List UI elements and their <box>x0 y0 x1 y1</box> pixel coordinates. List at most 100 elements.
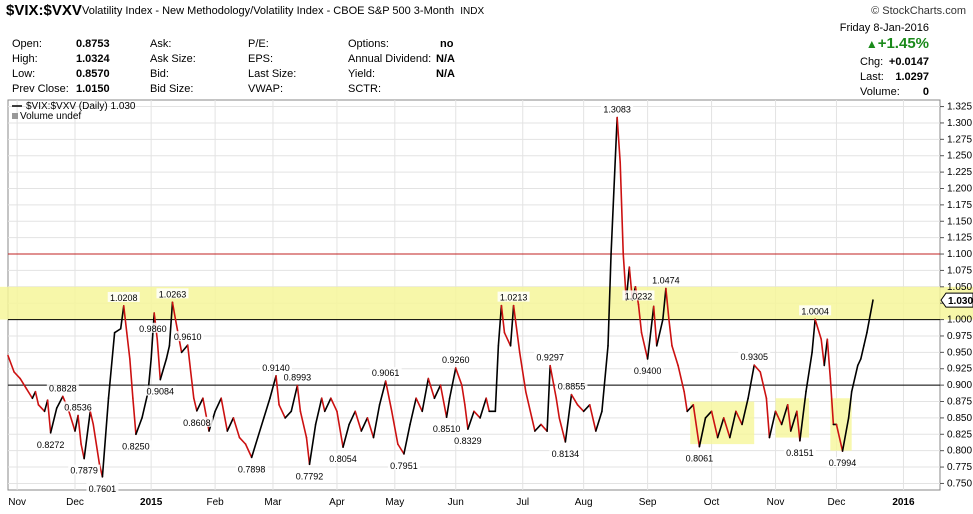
price-segment <box>165 344 171 360</box>
price-segment <box>595 410 603 432</box>
value-label: 0.7792 <box>296 471 324 481</box>
price-segment <box>296 384 302 413</box>
price-segment <box>196 397 204 412</box>
ask-label: Ask: <box>150 38 172 50</box>
up-triangle-icon: ▲ <box>865 37 878 51</box>
price-segment <box>250 436 259 459</box>
y-tick-label: 1.150 <box>947 216 972 227</box>
x-tick-label: Dec <box>66 497 84 508</box>
last-label: Last: <box>860 71 884 83</box>
value-label: 0.7898 <box>238 464 266 474</box>
y-tick-label: 1.000 <box>947 315 972 326</box>
price-segment <box>637 303 643 334</box>
price-segment <box>473 410 481 419</box>
value-label-bg <box>826 457 859 468</box>
annual-dividend-label: Annual Dividend: <box>348 53 432 65</box>
price-segment <box>439 384 448 419</box>
price-segment <box>156 338 162 381</box>
price-segment <box>372 403 381 439</box>
value-label-bg <box>601 103 634 114</box>
chart-legend: $VIX:$VXV (Daily) 1.030 Volume undef <box>12 101 136 122</box>
x-tick-label: Jul <box>516 497 529 508</box>
x-tick-label: Dec <box>828 497 846 508</box>
price-segment <box>135 417 143 436</box>
annual-dividend-value: N/A <box>436 53 455 65</box>
x-tick-label: Sep <box>639 497 657 508</box>
price-segment <box>753 364 762 373</box>
price-segment <box>433 384 442 400</box>
value-label: 0.8536 <box>64 403 92 413</box>
y-tick-label: 1.050 <box>947 282 972 293</box>
value-label-bg <box>387 459 420 470</box>
y-tick-label: 0.750 <box>947 478 972 489</box>
price-segment <box>129 358 134 400</box>
value-label-bg <box>144 385 177 396</box>
value-label: 1.0474 <box>652 276 680 286</box>
ask-size-label: Ask Size: <box>150 53 196 65</box>
value-label: 0.9305 <box>740 352 768 362</box>
price-segment <box>348 410 357 426</box>
price-segment <box>692 403 701 448</box>
chg-label: Chg: <box>860 56 884 68</box>
percent-change-value: +1.45% <box>877 35 929 52</box>
symbol-title: $VIX:$VXV <box>6 2 82 19</box>
stockcharts-credit[interactable]: © StockCharts.com <box>871 5 966 17</box>
quote-percent-change: ▲+1.45% <box>866 35 929 52</box>
price-segment <box>354 410 363 432</box>
price-segment <box>866 299 874 334</box>
price-segment <box>497 304 503 347</box>
value-label: 0.9084 <box>147 387 175 397</box>
price-segment <box>549 364 558 400</box>
y-tick-label: 1.250 <box>947 151 972 162</box>
price-segment <box>710 410 719 439</box>
price-segment <box>665 287 670 321</box>
value-label-bg <box>549 447 582 458</box>
price-segment <box>555 397 561 419</box>
y-tick-label: 1.300 <box>947 118 972 129</box>
value-label-bg <box>738 351 771 362</box>
y-tick-label: 0.975 <box>947 331 972 342</box>
y-tick-label: 1.075 <box>947 265 972 276</box>
price-segment <box>607 253 612 347</box>
price-segment <box>168 301 174 347</box>
value-label: 0.8250 <box>122 441 150 451</box>
price-segment <box>716 417 725 439</box>
legend-volume-text: Volume undef <box>20 111 81 122</box>
price-segment <box>789 410 798 432</box>
low-value: 0.8570 <box>76 68 110 80</box>
high-label: High: <box>12 53 38 65</box>
value-label: 0.9860 <box>139 324 167 334</box>
price-segment <box>25 387 34 400</box>
value-label: 0.8054 <box>329 454 357 464</box>
price-segment <box>180 344 189 354</box>
price-segment <box>582 403 591 413</box>
y-tick-label: 0.925 <box>947 364 972 375</box>
value-label-bg <box>68 464 101 475</box>
price-segment <box>397 443 405 455</box>
price-segment <box>19 377 28 390</box>
price-segment <box>330 397 338 413</box>
price-segment <box>171 301 177 321</box>
current-value-marker <box>940 292 973 308</box>
value-label-bg <box>799 305 832 316</box>
price-segment <box>89 410 95 426</box>
price-chart: 0.8272 0.8828 0.8536 0.7879 0.7601 1.0208 0.98… <box>0 99 973 508</box>
value-label-bg <box>281 371 314 382</box>
value-label-bg <box>631 364 664 375</box>
price-segment <box>113 327 122 334</box>
price-segment <box>83 410 92 460</box>
price-segment <box>68 410 76 432</box>
x-tick-label: Oct <box>704 497 720 508</box>
price-segment <box>342 423 350 448</box>
price-segment <box>378 380 387 406</box>
price-segment <box>49 407 58 434</box>
price-segment <box>820 338 826 367</box>
value-label: 0.8134 <box>552 449 580 459</box>
value-label: 0.9140 <box>262 363 290 373</box>
price-segment <box>467 410 475 430</box>
x-tick-label: Nov <box>8 497 26 508</box>
price-segment <box>269 375 277 400</box>
value-label-bg <box>369 367 402 378</box>
price-segment <box>576 403 585 413</box>
price-segment <box>220 397 229 432</box>
